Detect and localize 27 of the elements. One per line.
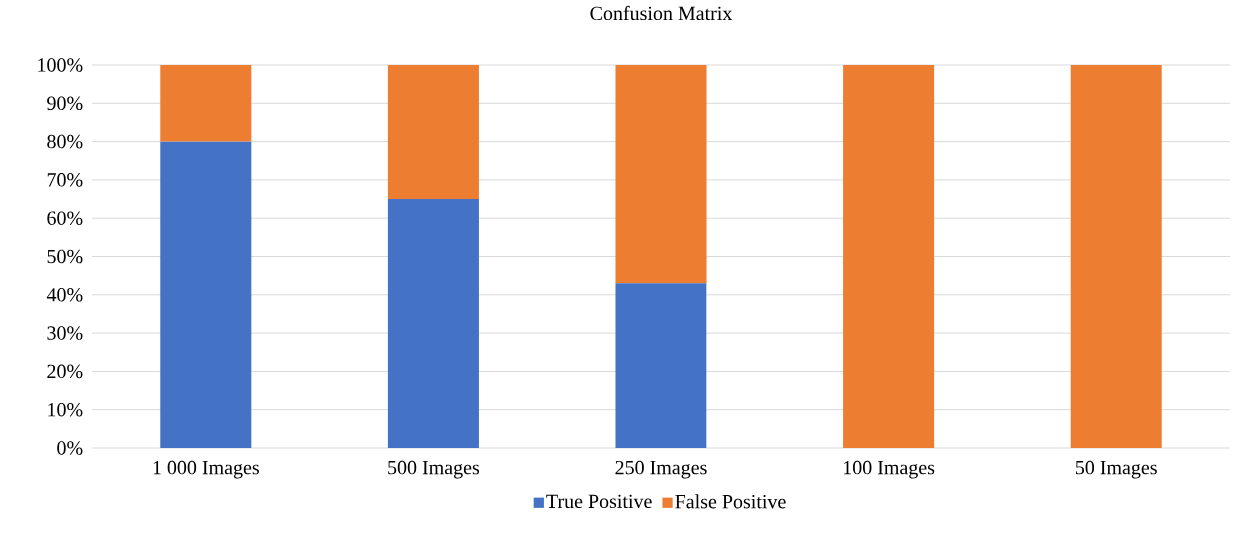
bar (615, 64, 707, 284)
y-tick-label: 40% (46, 288, 83, 302)
bar (1070, 64, 1162, 448)
x-tick-label: 500 Images (388, 460, 480, 479)
legend-label: False Positive (675, 494, 786, 509)
chart-title: Confusion Matrix (590, 5, 733, 21)
x-tick-label: 1 000 Images (153, 460, 259, 479)
bar (387, 199, 479, 448)
y-tick-label: 30% (47, 326, 83, 340)
y-tick-label: 80% (47, 134, 83, 149)
bar (160, 141, 252, 448)
legend-label: True Positive (546, 494, 652, 509)
bar (615, 283, 707, 448)
y-tick-label: 0% (57, 441, 83, 455)
bar (387, 64, 479, 200)
y-tick-label: 10% (48, 402, 83, 417)
y-tick-label: 90% (47, 96, 83, 111)
y-tick-label: 50% (47, 249, 83, 264)
y-tick-label: 20% (47, 364, 83, 379)
bar (843, 64, 935, 448)
bar (160, 64, 252, 142)
y-tick-label: 100% (38, 58, 83, 72)
y-tick-label: 70% (47, 173, 83, 187)
x-tick-label: 50 Images (1075, 460, 1157, 479)
y-tick-label: 60% (47, 211, 83, 225)
x-tick-label: 250 Images (615, 460, 707, 479)
x-tick-label: 100 Images (843, 460, 935, 479)
